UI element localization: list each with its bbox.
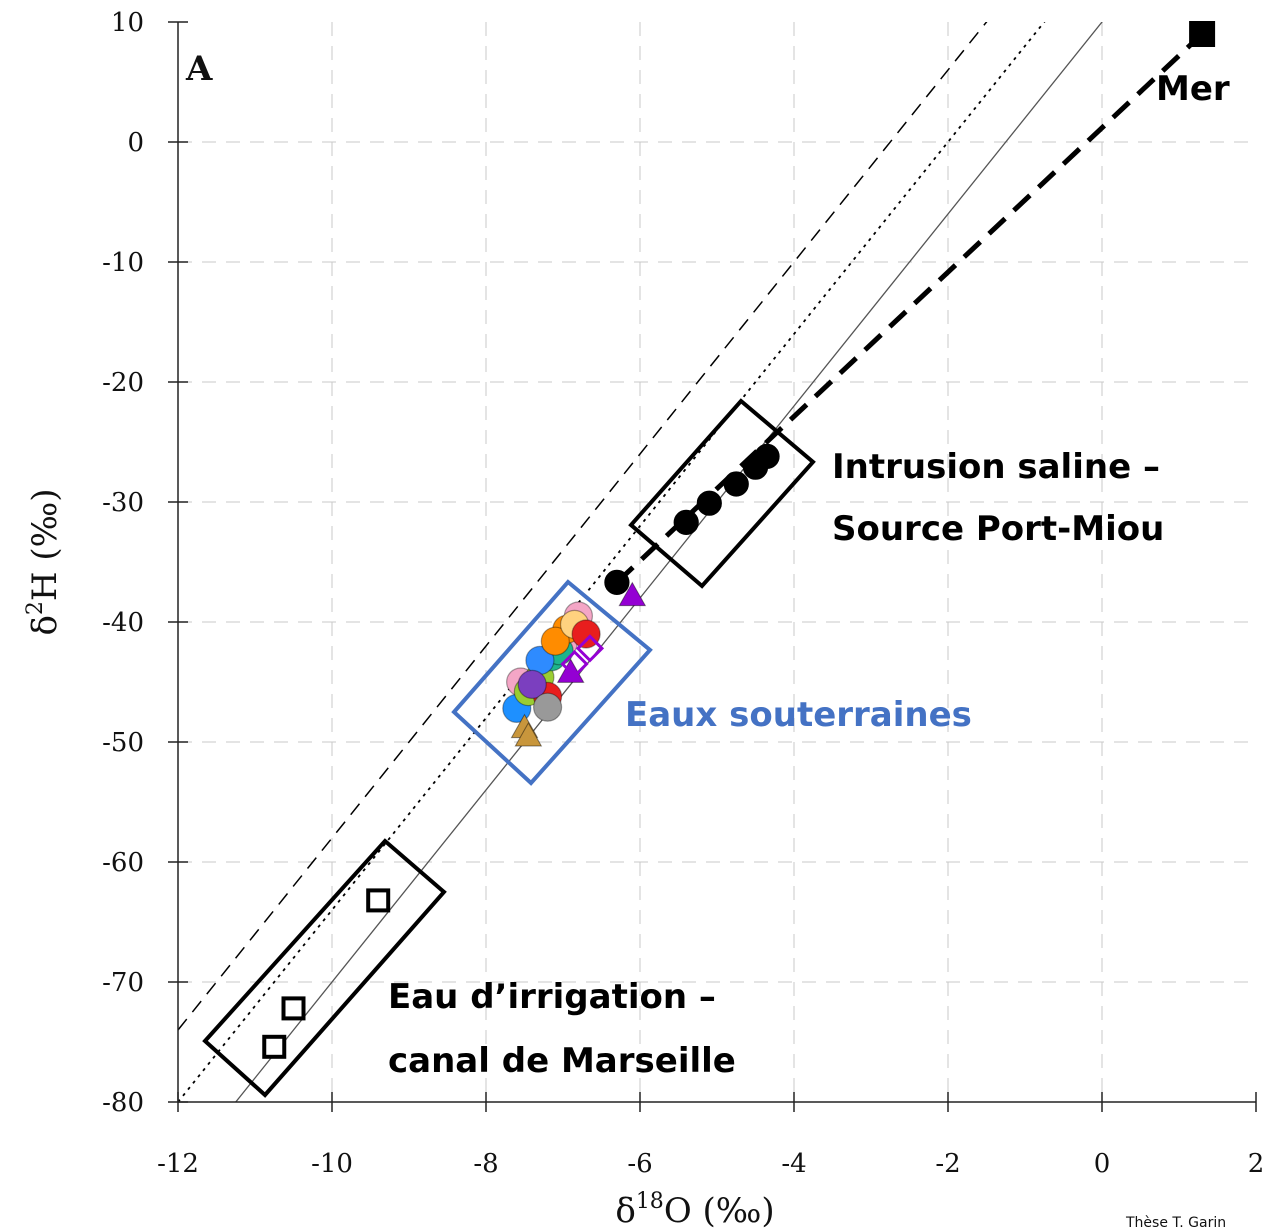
data-point bbox=[618, 581, 647, 607]
y-tick-label: 0 bbox=[127, 128, 144, 158]
annotation-boxes bbox=[202, 398, 816, 1098]
grid bbox=[178, 22, 1256, 1102]
data-point bbox=[514, 721, 543, 747]
annotation-intrusion-line2: Source Port-Miou bbox=[832, 509, 1164, 549]
data-point bbox=[560, 649, 589, 679]
y-tick-label: -60 bbox=[102, 848, 144, 878]
reference-line-solid bbox=[234, 22, 1103, 1102]
y-tick-label: -80 bbox=[102, 1088, 144, 1118]
x-axis-title: δ18O (‰) bbox=[615, 1189, 774, 1231]
y-tick-label: 10 bbox=[111, 8, 144, 38]
annotation-eaux-souterraines: Eaux souterraines bbox=[625, 695, 972, 735]
annotation-irrigation-line1: Eau d’irrigation – bbox=[388, 977, 716, 1017]
annotation-intrusion-line1: Intrusion saline – bbox=[832, 447, 1160, 487]
x-tick-label: -12 bbox=[157, 1149, 199, 1179]
data-points bbox=[262, 21, 1216, 1059]
x-tick-label: -10 bbox=[311, 1149, 353, 1179]
box-eau-irrigation bbox=[202, 838, 447, 1098]
x-tick-label: -8 bbox=[473, 1149, 498, 1179]
data-point bbox=[517, 669, 547, 700]
x-tick-label: -6 bbox=[627, 1149, 652, 1179]
data-point bbox=[723, 471, 749, 497]
y-tick-label: -70 bbox=[102, 968, 144, 998]
y-axis-title: δ2H (‰) bbox=[23, 488, 65, 635]
data-point bbox=[540, 626, 570, 656]
x-tick-label: -4 bbox=[781, 1149, 806, 1179]
data-point bbox=[673, 509, 699, 536]
axes: -12 -10 -8 -6 -4 -2 0 2100-10-20-30-40-50-60-70… bbox=[102, 8, 1264, 1179]
y-tick-label: -20 bbox=[102, 368, 144, 398]
data-point bbox=[532, 692, 563, 722]
data-point bbox=[1189, 21, 1216, 47]
x-tick-label: -2 bbox=[935, 1149, 960, 1179]
reference-line-dotted bbox=[178, 22, 1046, 1102]
data-point bbox=[366, 888, 391, 913]
reference-lines bbox=[178, 22, 1204, 1102]
x-tick-label: 0 bbox=[1094, 1149, 1111, 1179]
panel-label: A bbox=[185, 49, 213, 89]
data-point bbox=[281, 996, 306, 1021]
data-point bbox=[754, 443, 780, 469]
data-point bbox=[575, 634, 605, 663]
reference-line-dashed bbox=[178, 22, 988, 1031]
y-tick-label: -50 bbox=[102, 728, 144, 758]
x-tick-label: 2 bbox=[1248, 1149, 1265, 1179]
box-eaux-souterraines bbox=[451, 579, 653, 786]
annotation-mer: Mer bbox=[1156, 69, 1230, 109]
y-tick-label: -30 bbox=[102, 488, 144, 518]
data-point bbox=[604, 569, 630, 596]
data-point bbox=[696, 490, 722, 516]
y-tick-label: -40 bbox=[102, 608, 144, 638]
box-intrusion-saline bbox=[628, 398, 816, 589]
y-tick-label: -10 bbox=[102, 248, 144, 278]
annotation-irrigation-line2: canal de Marseille bbox=[388, 1041, 736, 1081]
credit-text: Thèse T. Garin bbox=[1126, 1215, 1227, 1231]
data-point bbox=[262, 1034, 287, 1059]
